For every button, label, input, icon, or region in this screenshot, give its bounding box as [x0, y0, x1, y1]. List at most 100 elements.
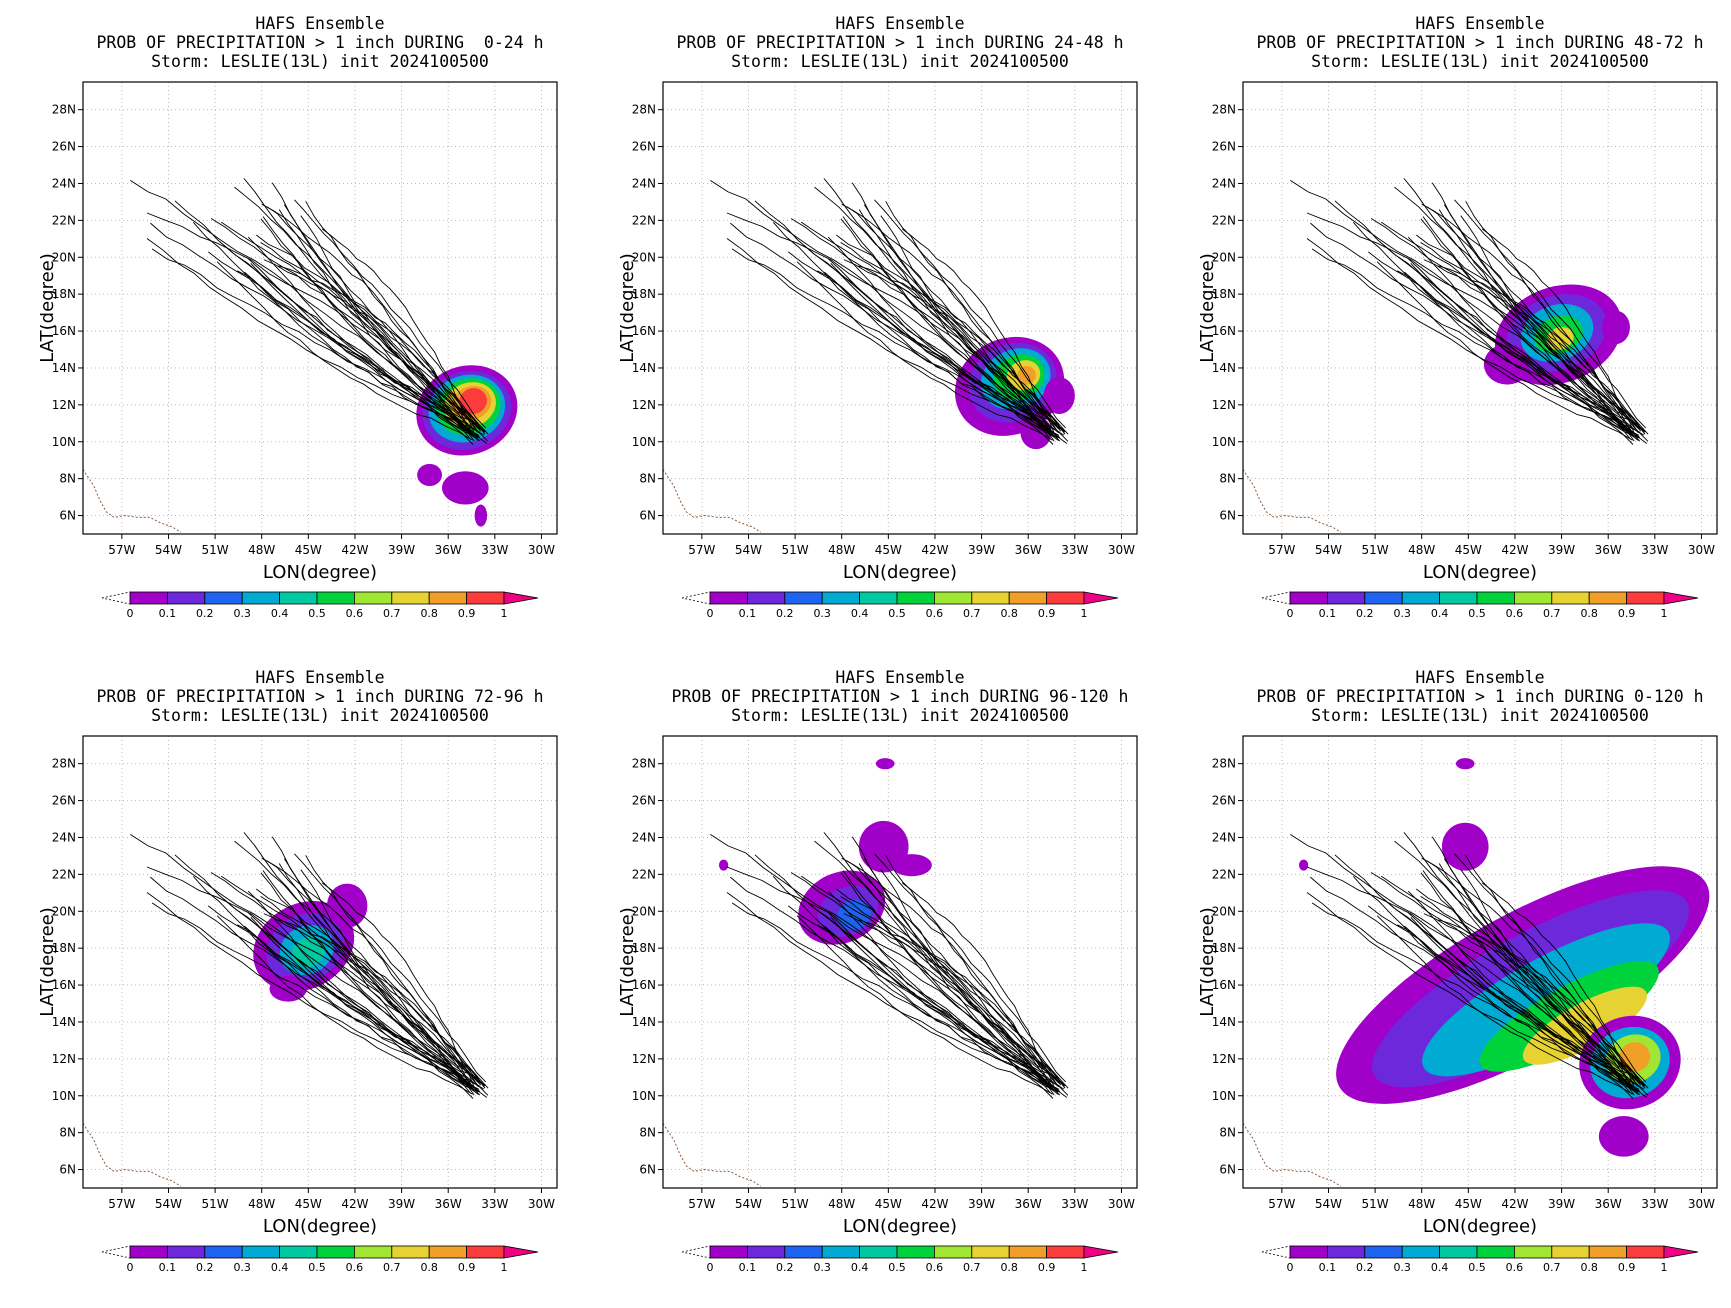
colorbar-box [1327, 1245, 1366, 1259]
colorbar-box [709, 1245, 748, 1259]
precip-probability-area [326, 883, 368, 928]
colorbar-arrow-low [101, 591, 131, 605]
tick-label-lat: 6N [1219, 509, 1236, 523]
colorbar-label: 0.7 [383, 607, 401, 620]
ensemble-track [260, 218, 475, 438]
colorbar-arrow-high [503, 1245, 539, 1259]
colorbar-label: 0.1 [159, 1261, 177, 1274]
ensemble-track [1407, 890, 1641, 1092]
tick-label-lat: 24N [1212, 830, 1236, 844]
ensemble-track [827, 912, 1055, 1090]
panel-titles: HAFS Ensemble PROB OF PRECIPITATION > 1 … [40, 668, 600, 725]
colorbar-box [747, 591, 786, 605]
tick-label-lon: 54W [155, 543, 182, 557]
tick-label-lon: 33W [481, 1197, 508, 1211]
ensemble-track [858, 209, 1051, 434]
tick-label-lon: 33W [481, 543, 508, 557]
tick-label-lon: 54W [735, 1197, 762, 1211]
colorbar-label: 0.6 [926, 1261, 944, 1274]
colorbar-box [1513, 1245, 1553, 1259]
tick-label-lat: 18N [52, 941, 76, 955]
ensemble-track [146, 866, 483, 1085]
tick-label-lat: 10N [632, 435, 656, 449]
colorbar-box [821, 591, 860, 605]
colorbar-label: 0.7 [1543, 607, 1561, 620]
tick-label-lat: 8N [639, 1126, 656, 1140]
tick-label-lat: 6N [639, 1163, 656, 1177]
colorbar-box [1401, 1245, 1440, 1259]
colorbar-label: 0.6 [1506, 1261, 1524, 1274]
tick-label-lat: 24N [632, 830, 656, 844]
ensemble-track [901, 882, 1056, 1089]
y-axis-title: LAT(degree) [40, 907, 58, 1016]
colorbar: 0 0.1 0.2 0.3 0.4 0.5 0.6 0.7 0.8 0.9 1 [101, 591, 539, 620]
tick-label-lat: 12N [1212, 398, 1236, 412]
tick-label-lat: 28N [1212, 757, 1236, 771]
precip-probability-area [441, 471, 489, 505]
panel-title-model: HAFS Ensemble [255, 14, 385, 33]
ensemble-track [1306, 866, 1643, 1085]
colorbar-label: 0 [127, 607, 134, 620]
colorbar-box [896, 1245, 935, 1259]
tick-label-lat: 26N [52, 794, 76, 808]
colorbar-label: 0.8 [1580, 607, 1598, 620]
ensemble-track [146, 212, 483, 431]
colorbar-label: 0.1 [159, 607, 177, 620]
precip-probability-area [1522, 986, 1648, 1065]
ensemble-track [1306, 212, 1643, 431]
tick-label-lat: 18N [1212, 941, 1236, 955]
tick-label-lon: 42W [1501, 1197, 1528, 1211]
ensemble-track [814, 840, 1059, 1093]
ensemble-track [880, 215, 1055, 437]
tick-label-lon: 54W [1315, 1197, 1342, 1211]
plot-content [663, 82, 1137, 534]
ensemble-track [1465, 855, 1642, 1086]
colorbar-label: 0.3 [813, 607, 831, 620]
colorbar-label: 0.2 [776, 1261, 794, 1274]
colorbar-box [1364, 1245, 1403, 1259]
tick-label-lat: 12N [1212, 1052, 1236, 1066]
panel-96-120h: HAFS Ensemble PROB OF PRECIPITATION > 1 … [620, 668, 1180, 1308]
ensemble-track [817, 924, 1065, 1090]
ensemble-track [874, 853, 1067, 1083]
tick-label-lat: 16N [1212, 324, 1236, 338]
colorbar-arrow-low [1261, 1245, 1291, 1259]
colorbar-box [1439, 591, 1478, 605]
colorbar-box [1476, 591, 1515, 605]
panel-title-field: PROB OF PRECIPITATION > 1 inch DURING 24… [676, 33, 1124, 52]
colorbar: 0 0.1 0.2 0.3 0.4 0.5 0.6 0.7 0.8 0.9 1 [681, 591, 1119, 620]
ensemble-track [1407, 258, 1635, 436]
ensemble-track [263, 913, 485, 1088]
tick-label-lon: 42W [921, 543, 948, 557]
tick-label-lat: 20N [1212, 250, 1236, 264]
tick-label-lon: 57W [1268, 543, 1295, 557]
x-axis-title: LON(degree) [263, 562, 377, 583]
tick-label-lon: 54W [155, 1197, 182, 1211]
ensemble-track [278, 919, 479, 1087]
tick-label-lat: 22N [52, 213, 76, 227]
plot-content [1243, 736, 1717, 1188]
x-axis-title: LON(degree) [843, 1216, 957, 1237]
colorbar-box [747, 1245, 786, 1259]
tick-label-lon: 30W [1108, 1197, 1135, 1211]
ensemble-track [234, 186, 479, 439]
colorbar-box [821, 1245, 860, 1259]
tick-label-lat: 12N [52, 1052, 76, 1066]
precip-probability-area [1455, 758, 1475, 770]
ensemble-track [880, 869, 1055, 1091]
colorbar-box [1364, 591, 1403, 605]
y-axis-title: LAT(degree) [1200, 253, 1218, 362]
tick-label-lat: 10N [1212, 435, 1236, 449]
ensemble-track [244, 925, 478, 1092]
ensemble-track [1431, 182, 1640, 430]
precip-probability-area [417, 463, 442, 487]
panel-title-field: PROB OF PRECIPITATION > 1 inch DURING 0-… [1256, 687, 1704, 706]
panel-title-field: PROB OF PRECIPITATION > 1 inch DURING 0-… [96, 33, 544, 52]
colorbar-label: 0.6 [346, 1261, 364, 1274]
ensemble-track [858, 919, 1059, 1087]
colorbar-label: 1 [1661, 1261, 1668, 1274]
colorbar-box [241, 1245, 280, 1259]
probability-map: 57W 54W 51W 48W 45W 42W 39W 36W 33W 30W 6N 8N 10N 12N… [1200, 81, 1718, 620]
tick-label-lat: 8N [1219, 1126, 1236, 1140]
tick-label-lat: 6N [59, 1163, 76, 1177]
